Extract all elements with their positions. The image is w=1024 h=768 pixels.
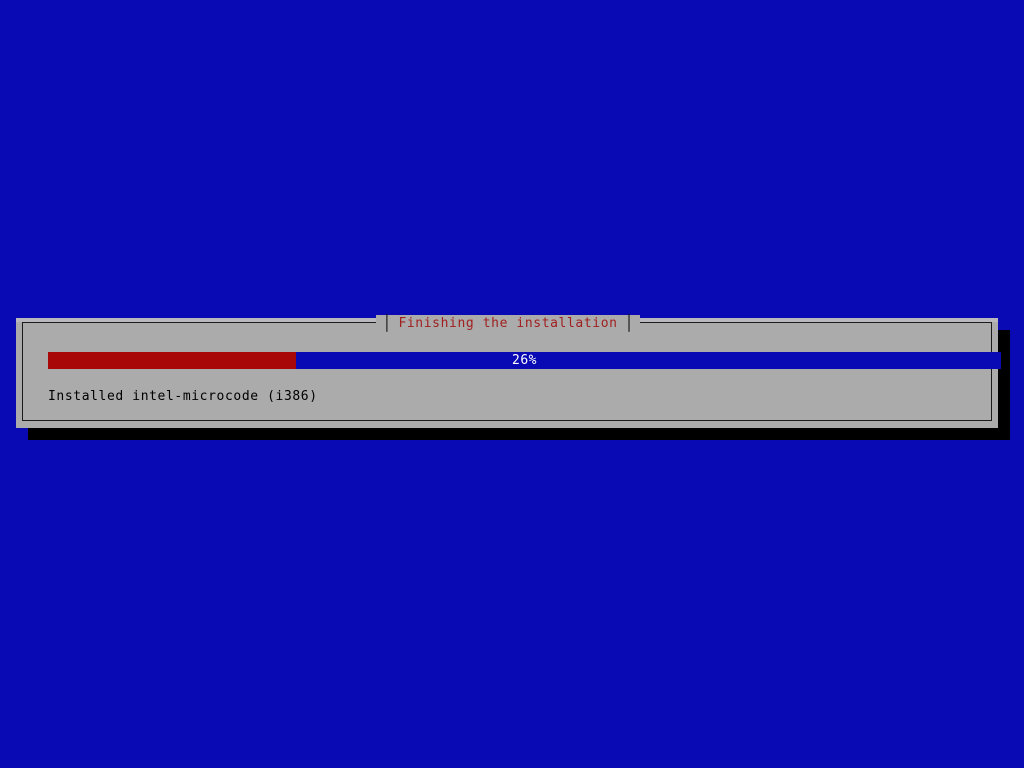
dialog-title-bar: │ Finishing the installation │	[23, 314, 993, 332]
installation-status-text: Installed intel-microcode (i386)	[48, 389, 318, 404]
progress-bar: 26%	[48, 352, 1001, 369]
progress-dialog: │ Finishing the installation │ 26% Insta…	[16, 314, 1001, 428]
dialog-inner-frame: │ Finishing the installation │ 26% Insta…	[22, 314, 1001, 421]
progress-bar-fill	[48, 352, 296, 369]
progress-percent-label: 26%	[512, 353, 537, 368]
